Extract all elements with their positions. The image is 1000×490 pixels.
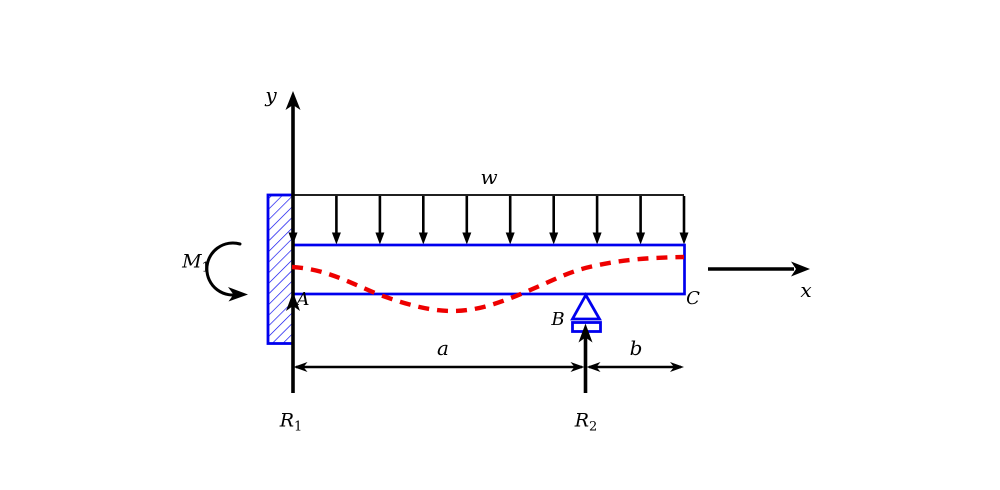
load-arrow <box>505 196 515 245</box>
dimension-line-a <box>293 362 585 372</box>
point-c-label: C <box>686 288 700 309</box>
dim-a-right-arrowhead <box>570 362 585 372</box>
load-arrow <box>418 196 428 245</box>
moment-label-base: M <box>182 250 202 273</box>
reaction-2-label-base: R <box>574 409 590 432</box>
y-axis-label: y <box>265 83 277 107</box>
x-axis-arrowhead <box>791 261 810 277</box>
reaction-1-label: R1 <box>279 409 303 434</box>
deflection-curve <box>291 254 685 314</box>
load-arrow <box>592 196 602 245</box>
x-axis <box>708 261 810 277</box>
load-arrow <box>636 196 646 245</box>
dim-b-left-arrowhead <box>586 362 601 372</box>
moment-arrowhead <box>228 287 248 302</box>
point-b-label: B <box>551 309 565 330</box>
dim-b-right-arrowhead <box>670 362 684 372</box>
reaction-2-label-subscript: 2 <box>589 419 598 435</box>
load-arrow <box>331 196 341 245</box>
roller-support-triangle <box>570 292 602 321</box>
point-a-label: A <box>296 289 310 310</box>
r2-arrow <box>578 323 593 393</box>
load-arrow <box>549 196 559 245</box>
load-arrow <box>462 196 472 245</box>
reaction-1-label-base: R <box>279 409 295 432</box>
reaction-2-label: R2 <box>574 409 598 434</box>
load-arrow <box>375 196 385 245</box>
moment-arc <box>205 241 248 302</box>
reaction-1-label-subscript: 1 <box>294 419 303 435</box>
distributed-load-arrows <box>288 196 689 245</box>
moment-label-subscript: 1 <box>201 260 210 276</box>
span-b-label: b <box>629 336 643 360</box>
dim-a-left-arrowhead <box>293 362 308 372</box>
r2-arrowhead <box>578 323 593 343</box>
x-axis-label: x <box>800 278 812 302</box>
y-axis-and-r1 <box>285 91 301 393</box>
distributed-load-label: w <box>480 165 498 189</box>
beam-outline <box>291 243 686 296</box>
fixed-wall-support <box>266 193 295 345</box>
r1-arrowhead <box>286 292 300 311</box>
dimension-line-b <box>586 362 684 372</box>
span-a-label: a <box>437 336 449 360</box>
moment-label: M1 <box>182 250 210 275</box>
y-axis-arrowhead <box>285 91 301 110</box>
load-arrow <box>679 196 689 245</box>
